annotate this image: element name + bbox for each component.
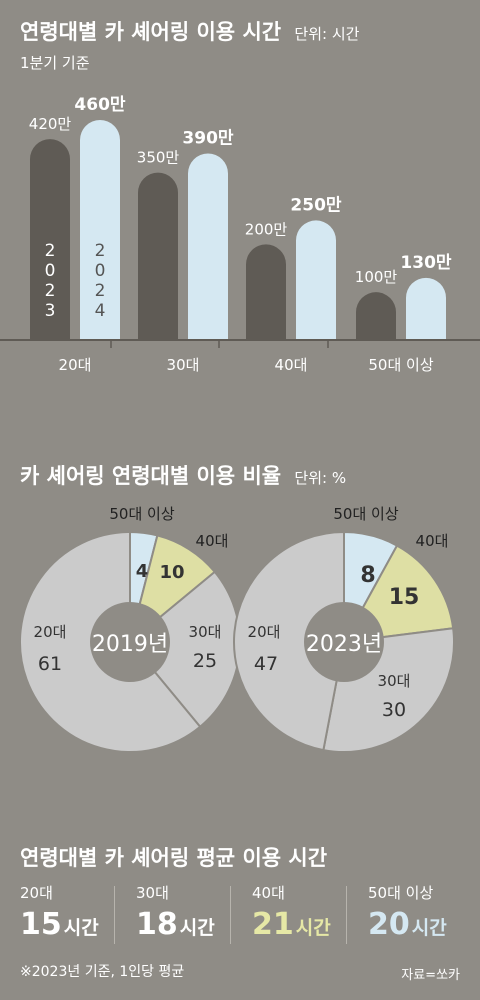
- donut-slice-value-0-2: 25: [193, 650, 217, 672]
- series-label-2023-char: 2: [45, 281, 56, 301]
- series-label-2024-char: 2: [95, 281, 106, 301]
- average-unit: 시간: [295, 917, 331, 939]
- bar-category-label-0: 20대: [59, 356, 92, 374]
- donut-slice-value-0-3: 61: [38, 653, 62, 675]
- bar-2024-2: [296, 220, 336, 340]
- bar-2024-0: [80, 120, 120, 340]
- donut-slice-value-1-0: 8: [360, 563, 375, 588]
- donut-slice-name-1-2: 30대: [378, 672, 411, 690]
- pie-chart-title-text: 카 셰어링 연령대별 이용 비율: [20, 464, 282, 488]
- source-credit: 자료=쏘카: [401, 968, 460, 983]
- average-item-50s-plus: 50대 이상 20 시간: [368, 882, 447, 942]
- bar-value-label-2024-1: 390만: [182, 128, 233, 148]
- donut-slice-name-1-1: 40대: [416, 532, 449, 550]
- donut-slice-name-1-3: 20대: [248, 623, 281, 641]
- donut-slice-name-1-0: 50대 이상: [333, 505, 398, 523]
- average-divider: [346, 886, 347, 944]
- average-item-20s: 20대 15 시간: [20, 882, 99, 942]
- bar-category-label-2: 40대: [275, 356, 308, 374]
- bar-2023-1: [138, 172, 178, 340]
- donut-center-label-1: 2023년: [306, 632, 382, 657]
- average-divider: [114, 886, 115, 944]
- series-label-2023-char: 3: [45, 301, 56, 321]
- bar-2023-3: [356, 292, 397, 340]
- donut-slice-name-0-2: 30대: [189, 623, 222, 641]
- bar-value-label-2023-0: 420만: [29, 115, 72, 133]
- bar-chart-subtitle: 1분기 기준: [20, 54, 90, 72]
- average-number: 20: [368, 907, 410, 942]
- donut-hole-1: [304, 602, 384, 682]
- donut-slice-value-1-1: 15: [389, 585, 420, 610]
- bar-2024-3: [406, 277, 447, 340]
- average-unit: 시간: [179, 917, 215, 939]
- bar-2023-2: [246, 244, 286, 340]
- donut-slice-value-0-0: 4: [136, 561, 149, 582]
- average-item-30s: 30대 18 시간: [136, 882, 215, 942]
- donut-slice-value-0-1: 10: [159, 562, 184, 583]
- donut-slice-name-0-0: 50대 이상: [109, 505, 174, 523]
- donut-slice-1-3: [233, 530, 345, 752]
- donut-slice-value-1-3: 47: [254, 653, 278, 675]
- average-value: 20 시간: [368, 907, 447, 942]
- series-label-2024-char: 0: [95, 261, 106, 281]
- series-label-2024-char: 2: [95, 241, 106, 261]
- average-label: 40대: [252, 884, 285, 902]
- pie-charts: 2019년 50대 이상 4 40대 10 30대 25 20대 61 2023년 50대 이상 8 4…: [19, 505, 455, 753]
- average-value: 18 시간: [136, 907, 215, 942]
- average-label: 50대 이상: [368, 884, 434, 902]
- series-label-2024-char: 4: [95, 301, 106, 321]
- bar-chart-title: 연령대별 카 셰어링 이용 시간 단위: 시간: [20, 16, 359, 46]
- footnote: ※2023년 기준, 1인당 평균: [20, 964, 185, 980]
- bar-chart: 420만350만200만100만2023460만390만250만130만2024…: [0, 95, 480, 374]
- donut-slice-name-0-3: 20대: [34, 623, 67, 641]
- bar-2024-1: [188, 153, 228, 340]
- average-value: 21 시간: [252, 907, 331, 942]
- bar-chart-unit: 단위: 시간: [294, 25, 360, 43]
- pie-chart-title: 카 셰어링 연령대별 이용 비율 단위: %: [20, 460, 346, 490]
- donut-hole-0: [90, 602, 170, 682]
- average-value: 15 시간: [20, 907, 99, 942]
- average-number: 21: [252, 907, 294, 942]
- bar-value-label-2023-3: 100만: [355, 268, 398, 286]
- average-unit: 시간: [63, 917, 99, 939]
- bar-category-label-3: 50대 이상: [368, 356, 433, 374]
- average-number: 15: [20, 907, 62, 942]
- average-title: 연령대별 카 셰어링 평균 이용 시간: [20, 846, 328, 870]
- bar-value-label-2023-1: 350만: [137, 149, 180, 167]
- series-label-2023-char: 2: [45, 241, 56, 261]
- donut-center-label-0: 2019년: [92, 632, 168, 657]
- average-item-40s: 40대 21 시간: [252, 882, 331, 942]
- average-label: 30대: [136, 884, 169, 902]
- bar-chart-title-text: 연령대별 카 셰어링 이용 시간: [20, 20, 282, 44]
- bar-value-label-2024-3: 130만: [400, 253, 451, 273]
- pie-chart-unit: 단위: %: [294, 469, 347, 487]
- average-label: 20대: [20, 884, 53, 902]
- donut-slice-name-0-1: 40대: [196, 532, 229, 550]
- average-divider: [230, 886, 231, 944]
- series-label-2023-char: 0: [45, 261, 56, 281]
- bar-2023-0: [30, 139, 70, 340]
- donut-slice-value-1-2: 30: [382, 699, 406, 721]
- average-number: 18: [136, 907, 178, 942]
- bar-value-label-2023-2: 200만: [245, 220, 288, 238]
- bar-value-label-2024-0: 460만: [74, 95, 125, 115]
- average-unit: 시간: [411, 917, 447, 939]
- bar-category-label-1: 30대: [167, 356, 200, 374]
- bar-value-label-2024-2: 250만: [290, 195, 341, 215]
